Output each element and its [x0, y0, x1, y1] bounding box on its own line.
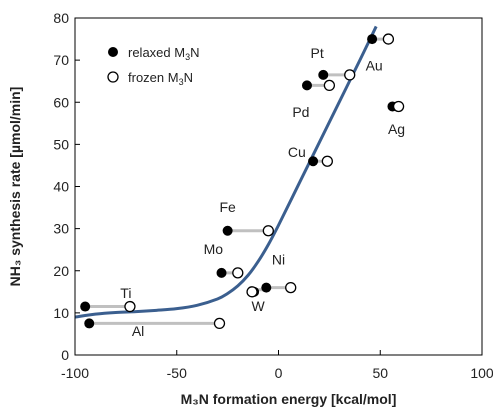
- frozen-markers: [124, 33, 405, 330]
- plot-frame: [74, 17, 483, 356]
- y-axis-title: NH₃ synthesis rate [µmol/min]: [7, 87, 23, 287]
- frozen-marker-pt: [344, 69, 356, 81]
- relaxed-marker-ti: [80, 301, 91, 312]
- legend-marker-filled: [108, 47, 118, 57]
- relaxed-marker-pt: [318, 69, 329, 80]
- relaxed-marker-au: [367, 34, 378, 45]
- point-label-au: Au: [366, 58, 383, 74]
- point-label-cu: Cu: [288, 144, 306, 160]
- x-tick-label: 100: [470, 365, 493, 381]
- x-tick-label: -100: [61, 365, 89, 381]
- plot-border: [74, 17, 483, 356]
- y-tick-label: 10: [53, 305, 69, 321]
- y-tick-label: 30: [53, 221, 69, 237]
- point-label-pt: Pt: [311, 45, 324, 61]
- point-label-fe: Fe: [219, 199, 236, 215]
- point-label-pd: Pd: [292, 104, 309, 120]
- point-label-ni: Ni: [272, 251, 285, 267]
- y-tick-labels: 0 10 20 30 40 50 60 70 80: [53, 10, 69, 363]
- point-label-w: W: [252, 298, 266, 314]
- y-tick-label: 50: [53, 136, 69, 152]
- x-tick-labels: -100 -50 0 50 100: [61, 365, 493, 381]
- frozen-marker-ni: [285, 281, 297, 294]
- frozen-marker-al: [213, 317, 226, 330]
- y-tick-label: 60: [53, 94, 69, 110]
- point-label-al: Al: [132, 323, 144, 339]
- frozen-marker-ti: [124, 300, 136, 313]
- x-tick-label: 50: [372, 365, 388, 381]
- relaxed-marker-cu: [308, 156, 319, 167]
- legend-marker-open: [107, 71, 119, 83]
- point-labels: Ti Al Mo Fe Ni W Cu Pd Pt Au Ag: [120, 45, 405, 339]
- relaxed-marker-w: [261, 282, 272, 293]
- frozen-marker-au: [382, 33, 395, 45]
- relaxed-marker-pd: [301, 80, 312, 91]
- frozen-marker-ag: [392, 100, 405, 113]
- point-label-ag: Ag: [388, 121, 405, 137]
- x-tick-label: 0: [275, 365, 283, 381]
- frozen-marker-fe: [262, 225, 274, 237]
- x-axis-title: M₃N formation energy [kcal/mol]: [181, 391, 397, 407]
- relaxed-marker-mo: [216, 267, 227, 278]
- frozen-marker-w: [246, 286, 258, 298]
- legend: relaxed M3N frozen M3N: [107, 45, 199, 87]
- y-tick-label: 0: [61, 347, 69, 363]
- y-tick-label: 70: [53, 52, 69, 68]
- y-tick-label: 80: [53, 10, 69, 26]
- frozen-marker-pd: [323, 79, 336, 92]
- frozen-marker-cu: [321, 155, 333, 167]
- point-label-mo: Mo: [204, 241, 224, 257]
- relaxed-marker-al: [84, 318, 95, 329]
- legend-label: frozen M3N: [128, 70, 193, 87]
- trend-line: [74, 25, 378, 319]
- legend-label: relaxed M3N: [128, 45, 199, 62]
- point-label-ti: Ti: [120, 285, 131, 301]
- frozen-marker-mo: [232, 267, 244, 279]
- y-tick-label: 20: [53, 263, 69, 279]
- x-tick-label: -50: [167, 365, 187, 381]
- y-tick-label: 40: [53, 179, 69, 195]
- relaxed-marker-fe: [222, 225, 233, 236]
